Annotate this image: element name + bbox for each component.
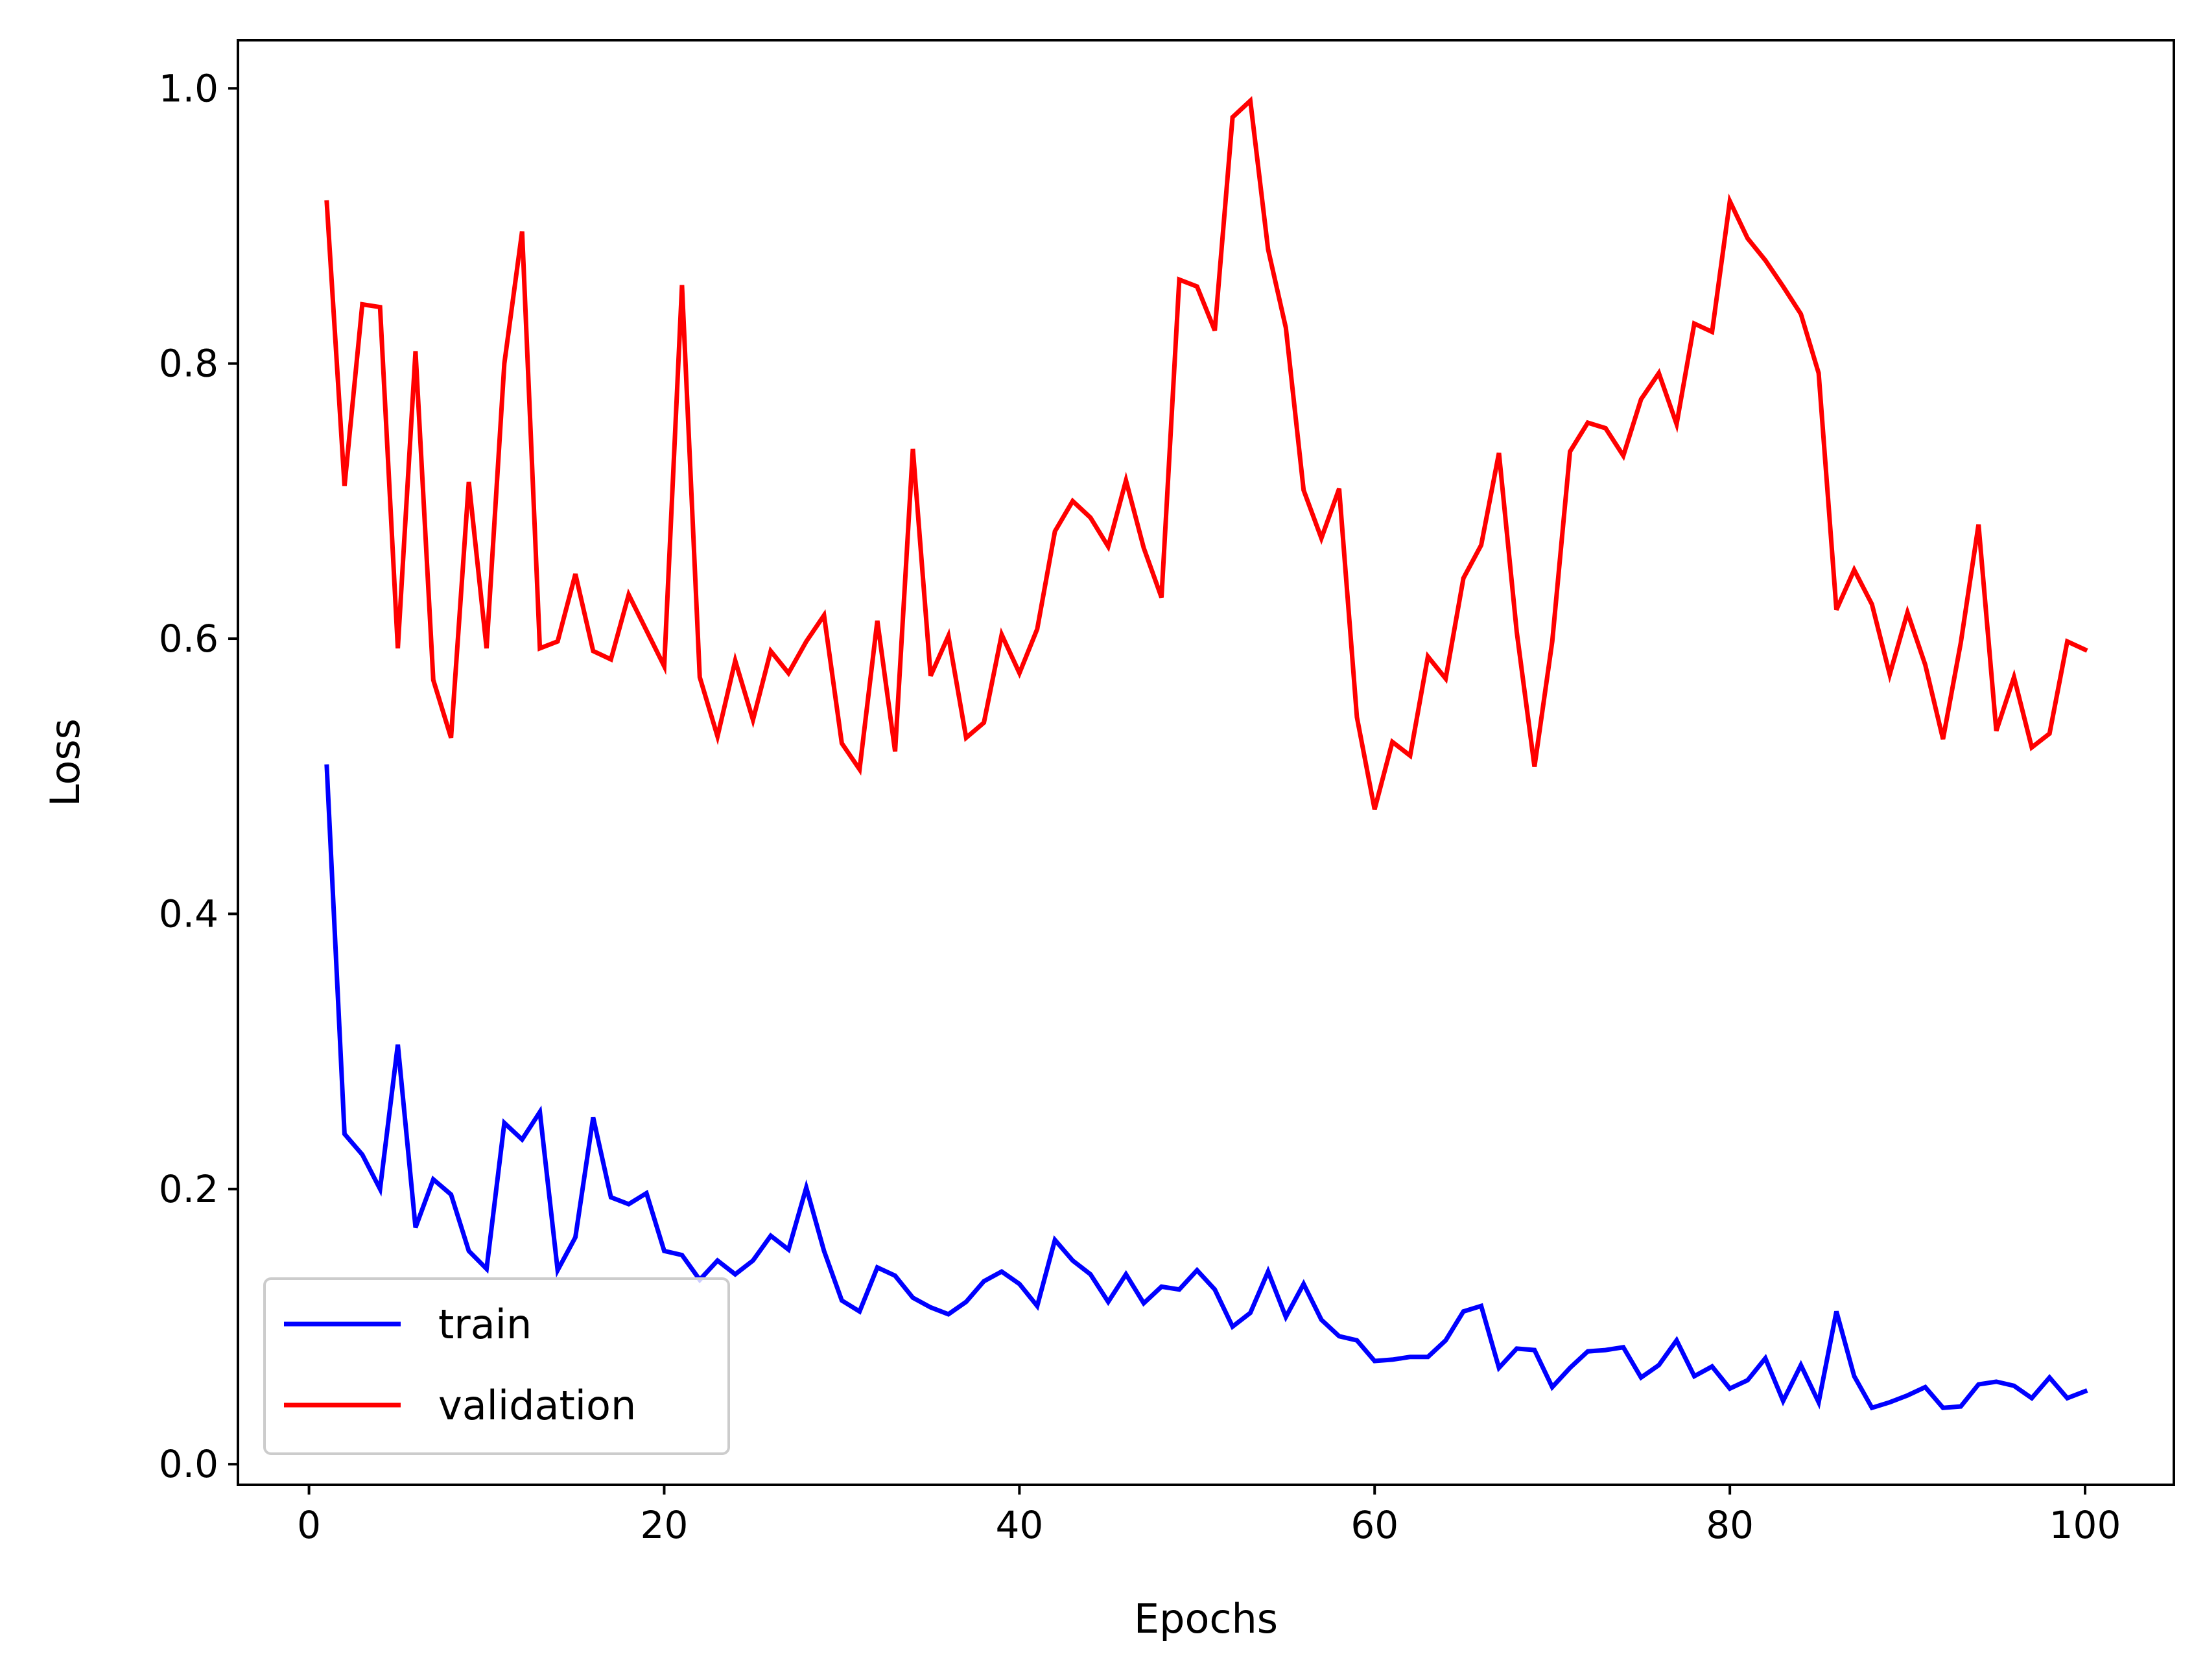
legend-label-validation: validation (438, 1382, 636, 1429)
y-axis: 0.0 0.2 0.4 0.6 0.8 1.0 (159, 66, 238, 1486)
series-line-validation (324, 96, 2088, 810)
series-line-train (324, 764, 2088, 1411)
x-axis-label: Epochs (1134, 1595, 1278, 1642)
y-tick-label: 0.2 (159, 1167, 218, 1211)
x-tick-label: 60 (1350, 1503, 1398, 1547)
x-tick-label: 100 (2049, 1503, 2121, 1547)
x-axis: 0 20 40 60 80 100 (297, 1485, 2121, 1547)
x-tick-label: 40 (995, 1503, 1043, 1547)
y-axis-label: Loss (41, 718, 89, 807)
legend: train validation (263, 1277, 730, 1455)
y-tick-label: 0.6 (159, 617, 218, 661)
x-tick-label: 80 (1706, 1503, 1754, 1547)
x-tick-label: 20 (641, 1503, 689, 1547)
series-layer (324, 96, 2088, 1411)
x-tick-label: 0 (297, 1503, 321, 1547)
y-tick-label: 0.4 (159, 892, 218, 936)
plot-frame (237, 39, 2175, 1486)
legend-label-train: train (438, 1301, 532, 1348)
y-tick-label: 1.0 (159, 66, 218, 110)
y-tick-label: 0.8 (159, 342, 218, 386)
y-tick-label: 0.0 (159, 1442, 218, 1486)
